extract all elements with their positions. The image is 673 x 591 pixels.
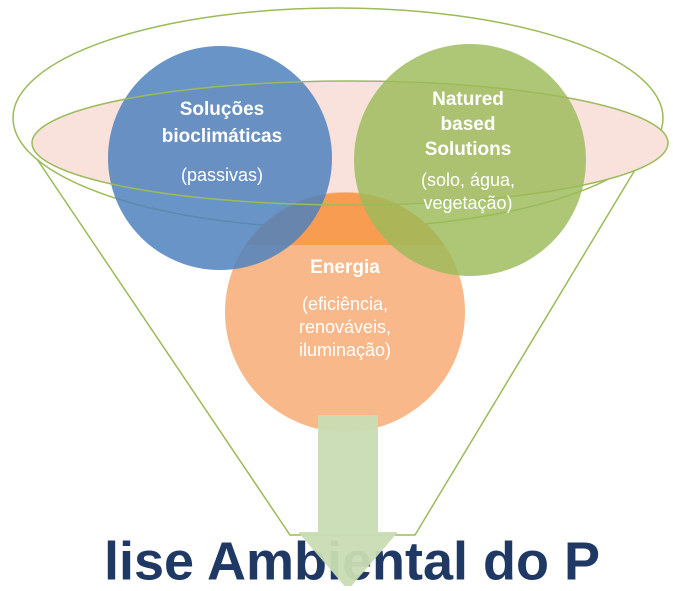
funnel-inner-outline bbox=[31, 80, 669, 206]
node-detail: renováveis, bbox=[299, 317, 391, 337]
down-arrow bbox=[298, 415, 398, 590]
node-title: Energia bbox=[310, 257, 380, 278]
node-labels: Energia (eficiência, renováveis, iluminação… bbox=[162, 89, 515, 360]
node-title: Natured bbox=[432, 89, 504, 110]
node-title: bioclimáticas bbox=[162, 126, 282, 147]
node-detail: (passivas) bbox=[181, 165, 263, 185]
node-title: Solutions bbox=[425, 139, 512, 160]
bio-circle bbox=[108, 46, 332, 270]
node-title: based bbox=[441, 114, 496, 135]
node-detail: (solo, água, bbox=[421, 170, 515, 190]
node-detail: (eficiência, bbox=[302, 294, 388, 314]
node-title: Soluções bbox=[180, 99, 264, 120]
node-detail: vegetação) bbox=[423, 193, 512, 213]
nbs-circle bbox=[354, 44, 586, 276]
node-detail: iluminação) bbox=[299, 340, 391, 360]
